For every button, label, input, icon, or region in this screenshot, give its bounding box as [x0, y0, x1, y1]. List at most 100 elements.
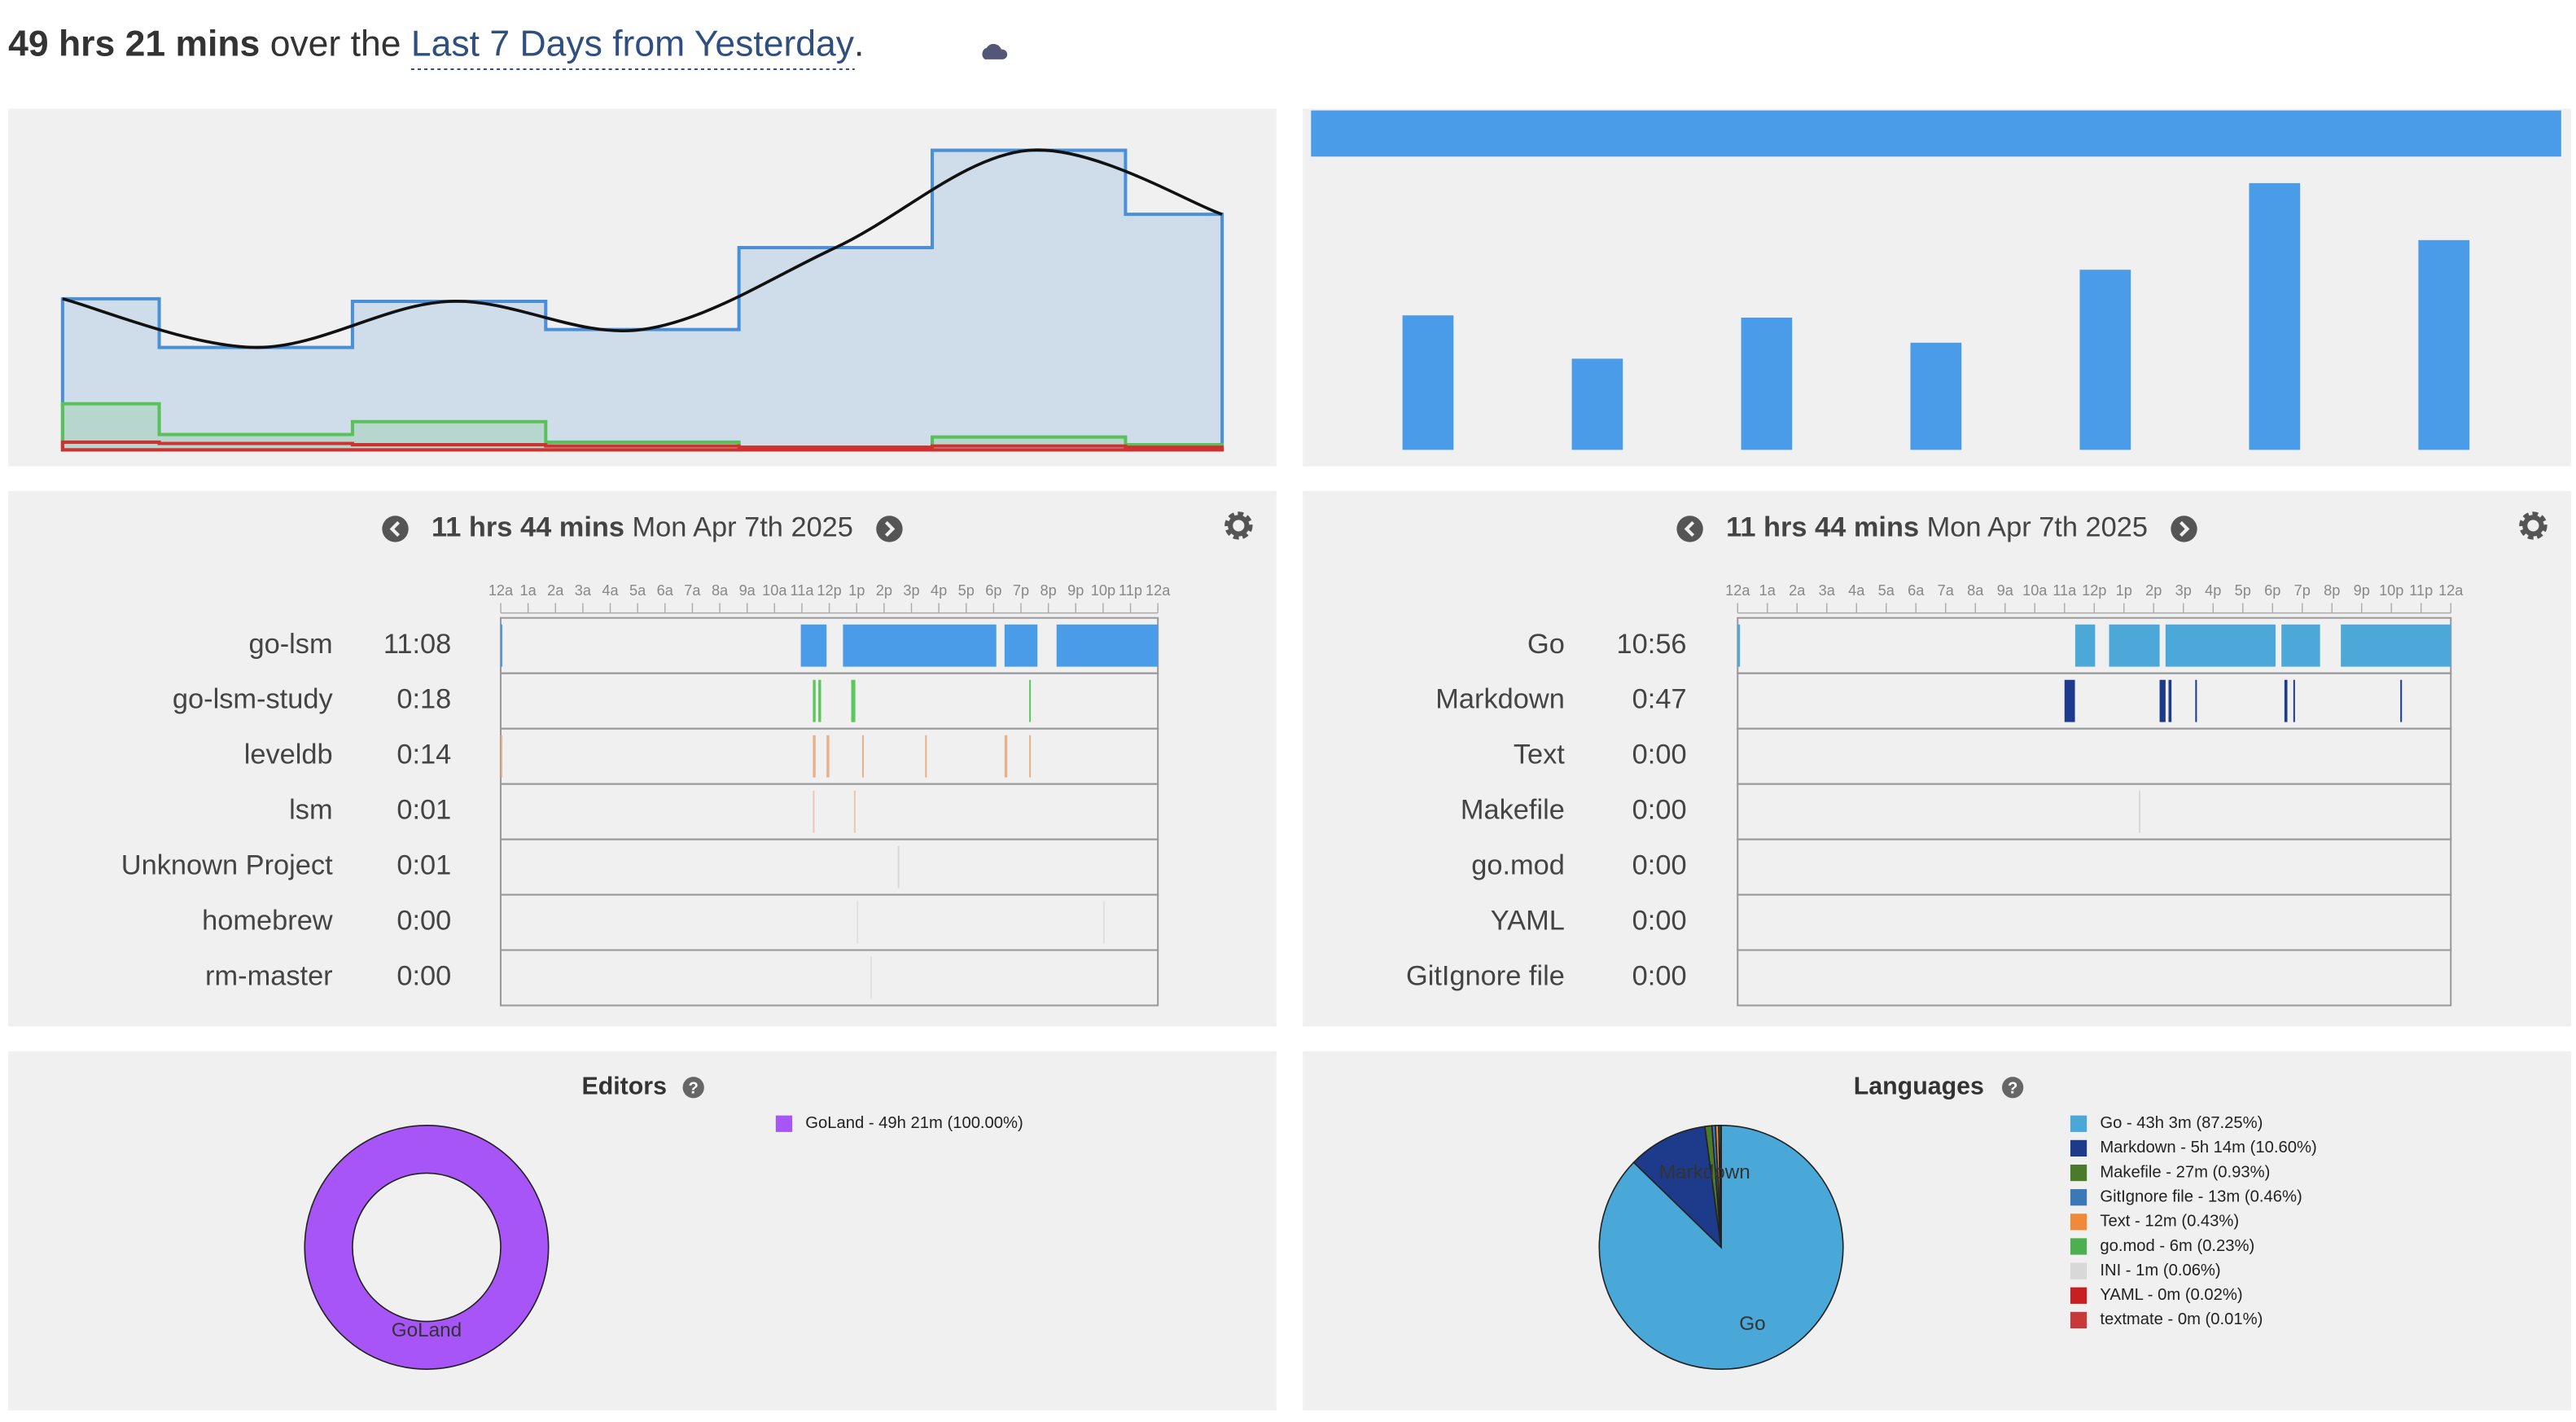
hour-label: 12p: [817, 582, 841, 599]
bar: [1910, 342, 1962, 450]
row-time: 0:18: [396, 684, 451, 715]
cloud-icon[interactable]: [982, 43, 1008, 59]
legend-label: GoLand - 49h 21m (100.00%): [805, 1114, 1023, 1132]
arrow-chevron: [1684, 520, 1695, 537]
hour-label: 8a: [1967, 582, 1984, 599]
hour-label: 9a: [739, 582, 756, 599]
activity-segment: [500, 624, 503, 667]
bar-header: [1311, 110, 2561, 157]
step-area: [60, 148, 1224, 452]
help-icon[interactable]: ?: [2001, 1077, 2024, 1099]
hour-label: 11p: [1119, 582, 1142, 599]
row-time: 0:00: [1632, 906, 1687, 937]
hour-label: 12a: [1725, 582, 1750, 599]
hour-label: 5a: [1878, 582, 1895, 599]
hour-label: 11a: [790, 582, 814, 599]
hour-label: 12a: [2438, 582, 2464, 599]
activity-segment: [2165, 624, 2276, 667]
help-icon[interactable]: ?: [682, 1077, 704, 1099]
activity-segment: [2168, 679, 2172, 722]
hour-label: 6a: [1908, 582, 1925, 599]
row-name: rm-master: [205, 961, 333, 992]
hour-label: 3a: [1819, 582, 1836, 599]
title-date: Mon Apr 7th 2025: [1927, 512, 2148, 543]
slice-label: Go: [1739, 1313, 1765, 1335]
hour-label: 1p: [848, 582, 865, 599]
slice: [304, 1125, 550, 1370]
arrow-chevron: [884, 520, 896, 537]
bar: [2249, 182, 2301, 450]
hour-label: 10a: [762, 582, 787, 599]
legend-swatch: [2070, 1164, 2088, 1182]
row-time: 0:00: [396, 961, 451, 992]
nav-arrow[interactable]: [382, 516, 409, 542]
legend-swatch: [2070, 1262, 2088, 1279]
hour-label: 8p: [2324, 582, 2340, 599]
over: over the: [270, 24, 401, 64]
row-time: 0:01: [396, 850, 451, 881]
panel: [1303, 490, 2571, 1027]
hour-label: 11a: [2052, 582, 2077, 599]
gear-icon[interactable]: [2519, 511, 2548, 540]
hour-label: 1a: [520, 582, 537, 599]
hour-label: 5p: [958, 582, 975, 599]
slice-label: GoLand: [392, 1319, 462, 1341]
activity-segment: [500, 735, 503, 778]
arrow-chevron: [2180, 520, 2190, 537]
legend-swatch: [2070, 1115, 2088, 1132]
hour-label: 4p: [2205, 582, 2221, 599]
hour-label: 7p: [2294, 582, 2311, 599]
range-link[interactable]: Last 7 Days from Yesterday: [411, 24, 855, 64]
trend-line: [62, 148, 1223, 349]
row-name: lsm: [289, 795, 332, 826]
hour-label: 6p: [2264, 582, 2280, 599]
activity-segment: [851, 679, 856, 722]
legend-label: YAML - 0m (0.02%): [2100, 1286, 2242, 1304]
row-time: 0:00: [396, 906, 451, 937]
activity-segment: [853, 790, 856, 833]
hour-label: 2p: [876, 582, 892, 599]
hour-label: 7a: [684, 582, 701, 599]
legend-swatch: [2070, 1139, 2088, 1157]
activity-segment: [2195, 679, 2197, 722]
hour-label: 6p: [985, 582, 1001, 599]
activity-segment: [1004, 735, 1008, 778]
nav-arrow[interactable]: [2171, 516, 2197, 542]
slice-label: Markdown: [1659, 1161, 1750, 1183]
activity-segment: [1029, 679, 1032, 722]
bar: [1402, 315, 1454, 450]
hour-label: 7a: [1938, 582, 1955, 599]
activity-segment: [843, 624, 997, 667]
activity-segment: [1029, 735, 1032, 778]
languages-title: Languages: [1854, 1073, 1984, 1099]
row-name: Unknown Project: [121, 850, 333, 881]
activity-segment: [813, 790, 815, 833]
row-name: go.mod: [1471, 850, 1565, 881]
row-time: 0:01: [396, 795, 451, 826]
gear-icon[interactable]: [1224, 511, 1253, 540]
nav-arrow[interactable]: [1676, 516, 1703, 542]
activity-segment: [826, 735, 830, 778]
legend-label: go.mod - 6m (0.23%): [2100, 1237, 2254, 1255]
legend-swatch: [775, 1115, 793, 1132]
activity-segment: [1737, 624, 1741, 667]
activity-segment: [2074, 624, 2096, 667]
title-date: Mon Apr 7th 2025: [633, 512, 853, 543]
legend-label: Markdown - 5h 14m (10.60%): [2100, 1139, 2316, 1156]
row-name: go-lsm: [248, 629, 332, 660]
legend-label: INI - 1m (0.06%): [2100, 1262, 2220, 1279]
activity-segment: [2293, 679, 2295, 722]
nav-arrow[interactable]: [876, 516, 903, 542]
hour-label: 9p: [2354, 582, 2370, 599]
legend-label: GitIgnore file - 13m (0.46%): [2100, 1188, 2302, 1206]
arrow-circle: [876, 516, 903, 542]
timeline-title: 11 hrs 44 mins Mon Apr 7th 2025: [1726, 512, 2148, 543]
svg-text:?: ?: [689, 1080, 699, 1098]
title-duration: 11 hrs 44 mins: [432, 512, 624, 543]
summary: 49 hrs 21 mins over the Last 7 Days from…: [8, 24, 864, 64]
legend-label: Go - 43h 3m (87.25%): [2100, 1114, 2263, 1132]
arrow-circle: [1676, 516, 1703, 542]
legend-swatch: [2070, 1238, 2088, 1255]
activity-segment: [897, 845, 900, 889]
hour-label: 3a: [575, 582, 592, 599]
